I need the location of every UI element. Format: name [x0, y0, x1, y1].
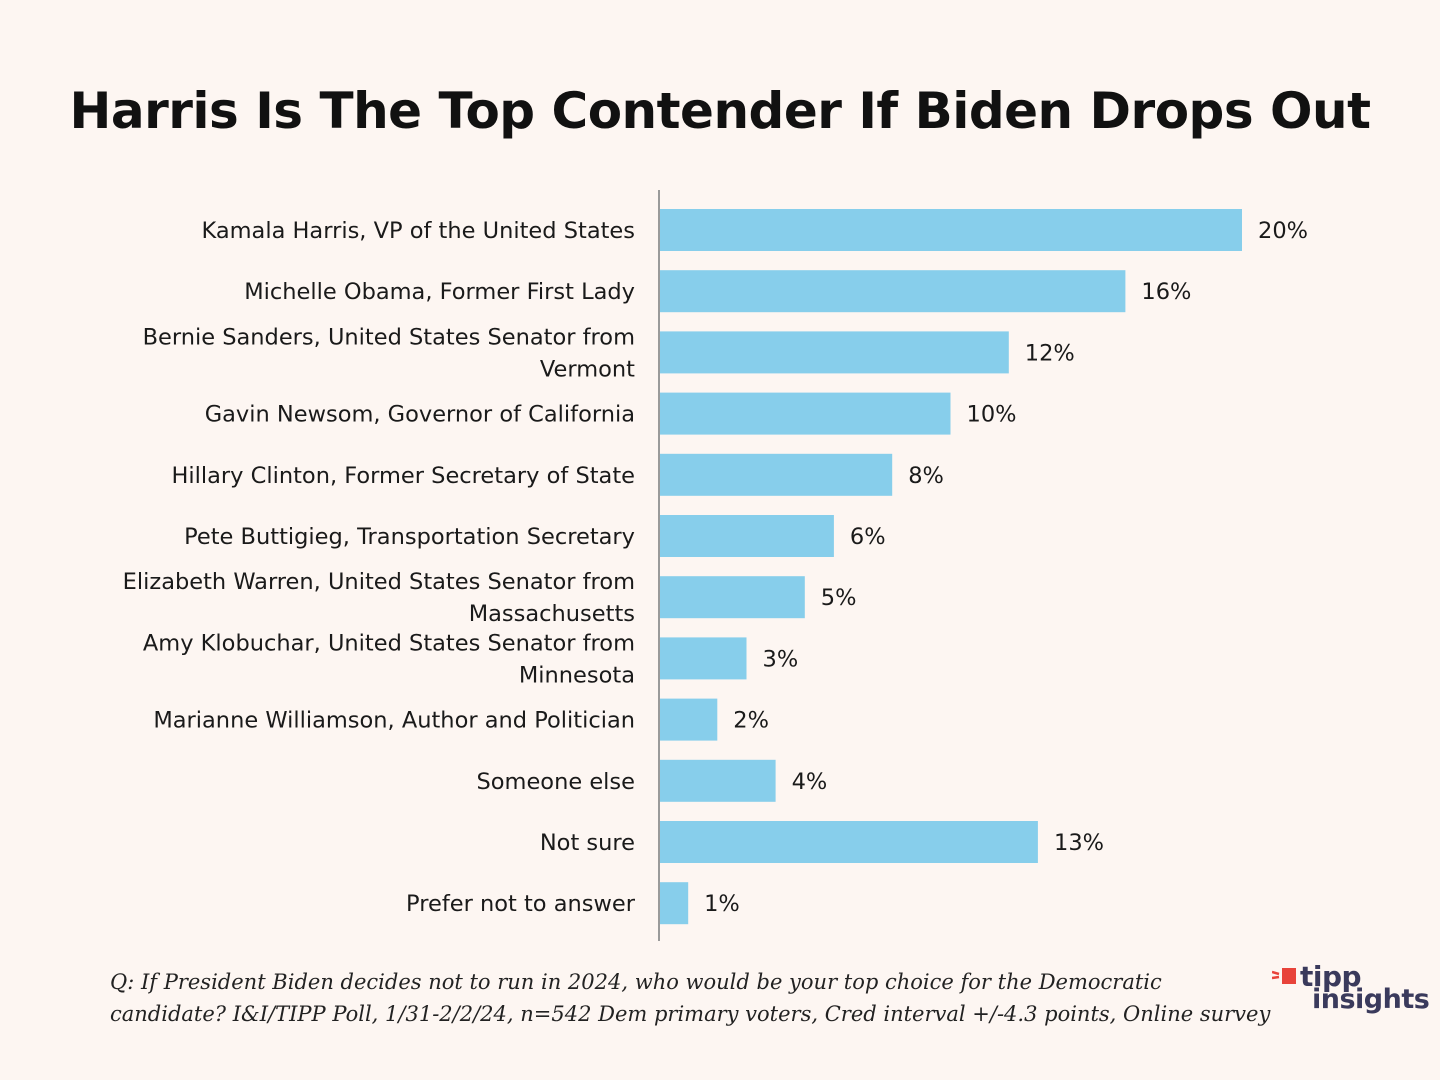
- bars-layer: 20% Kamala Harris, VP of the United State…: [123, 209, 1308, 925]
- bar: [659, 821, 1038, 863]
- value-label: 3%: [763, 646, 799, 672]
- logo-text-insights: insights: [1312, 984, 1430, 1015]
- category-label: Gavin Newsom, Governor of California: [205, 402, 635, 428]
- bar: [659, 331, 1009, 374]
- category-label: Someone else: [477, 769, 636, 795]
- value-label: 2%: [733, 708, 769, 734]
- category-label: Massachusetts: [469, 601, 635, 627]
- value-label: 5%: [821, 585, 857, 611]
- tipp-insights-logo: tipp insights: [1268, 960, 1430, 1018]
- category-label: Vermont: [540, 356, 635, 382]
- bar: [659, 515, 834, 557]
- logo-mark-ray-1: [1272, 970, 1280, 976]
- value-label: 16%: [1141, 279, 1191, 305]
- chart-title: Harris Is The Top Contender If Biden Dro…: [69, 82, 1371, 140]
- category-label: Hillary Clinton, Former Secretary of Sta…: [171, 463, 635, 489]
- category-label: Michelle Obama, Former First Lady: [244, 279, 635, 305]
- bar: [659, 270, 1126, 313]
- category-label: Amy Klobuchar, United States Senator fro…: [143, 630, 635, 656]
- category-label: Prefer not to answer: [406, 891, 636, 917]
- value-label: 8%: [908, 463, 944, 489]
- value-label: 4%: [792, 769, 828, 795]
- category-label: Not sure: [540, 830, 635, 856]
- value-label: 1%: [704, 891, 740, 917]
- category-label: Kamala Harris, VP of the United States: [201, 218, 635, 244]
- bar: [659, 759, 776, 802]
- category-label: Pete Buttigieg, Transportation Secretary: [184, 524, 635, 550]
- category-label: Elizabeth Warren, United States Senator …: [123, 569, 635, 595]
- value-label: 10%: [967, 402, 1017, 428]
- category-label: Bernie Sanders, United States Senator fr…: [143, 324, 635, 350]
- logo-mark-ray-2: [1272, 975, 1280, 980]
- bar: [659, 392, 951, 435]
- bar: [659, 209, 1242, 251]
- category-label: Marianne Williamson, Author and Politici…: [153, 708, 635, 734]
- bar: [659, 576, 805, 619]
- bar: [659, 637, 747, 680]
- logo-text-tipp: tipp: [1300, 960, 1362, 993]
- category-label: Minnesota: [519, 662, 635, 688]
- footnote: Q: If President Biden decides not to run…: [110, 966, 1270, 1030]
- logo-mark-icon: [1272, 968, 1296, 984]
- value-label: 13%: [1054, 830, 1104, 856]
- logo-mark-bar: [1282, 968, 1296, 984]
- footnote-line-2: candidate? I&I/TIPP Poll, 1/31-2/2/24, n…: [110, 1002, 1271, 1026]
- value-label: 12%: [1025, 340, 1075, 366]
- value-label: 20%: [1258, 218, 1308, 244]
- value-label: 6%: [850, 524, 886, 550]
- bar: [659, 882, 689, 925]
- bar: [659, 453, 893, 496]
- bar-chart: 20% Kamala Harris, VP of the United State…: [123, 190, 1308, 941]
- footnote-line-1: Q: If President Biden decides not to run…: [110, 970, 1162, 994]
- bar: [659, 698, 718, 741]
